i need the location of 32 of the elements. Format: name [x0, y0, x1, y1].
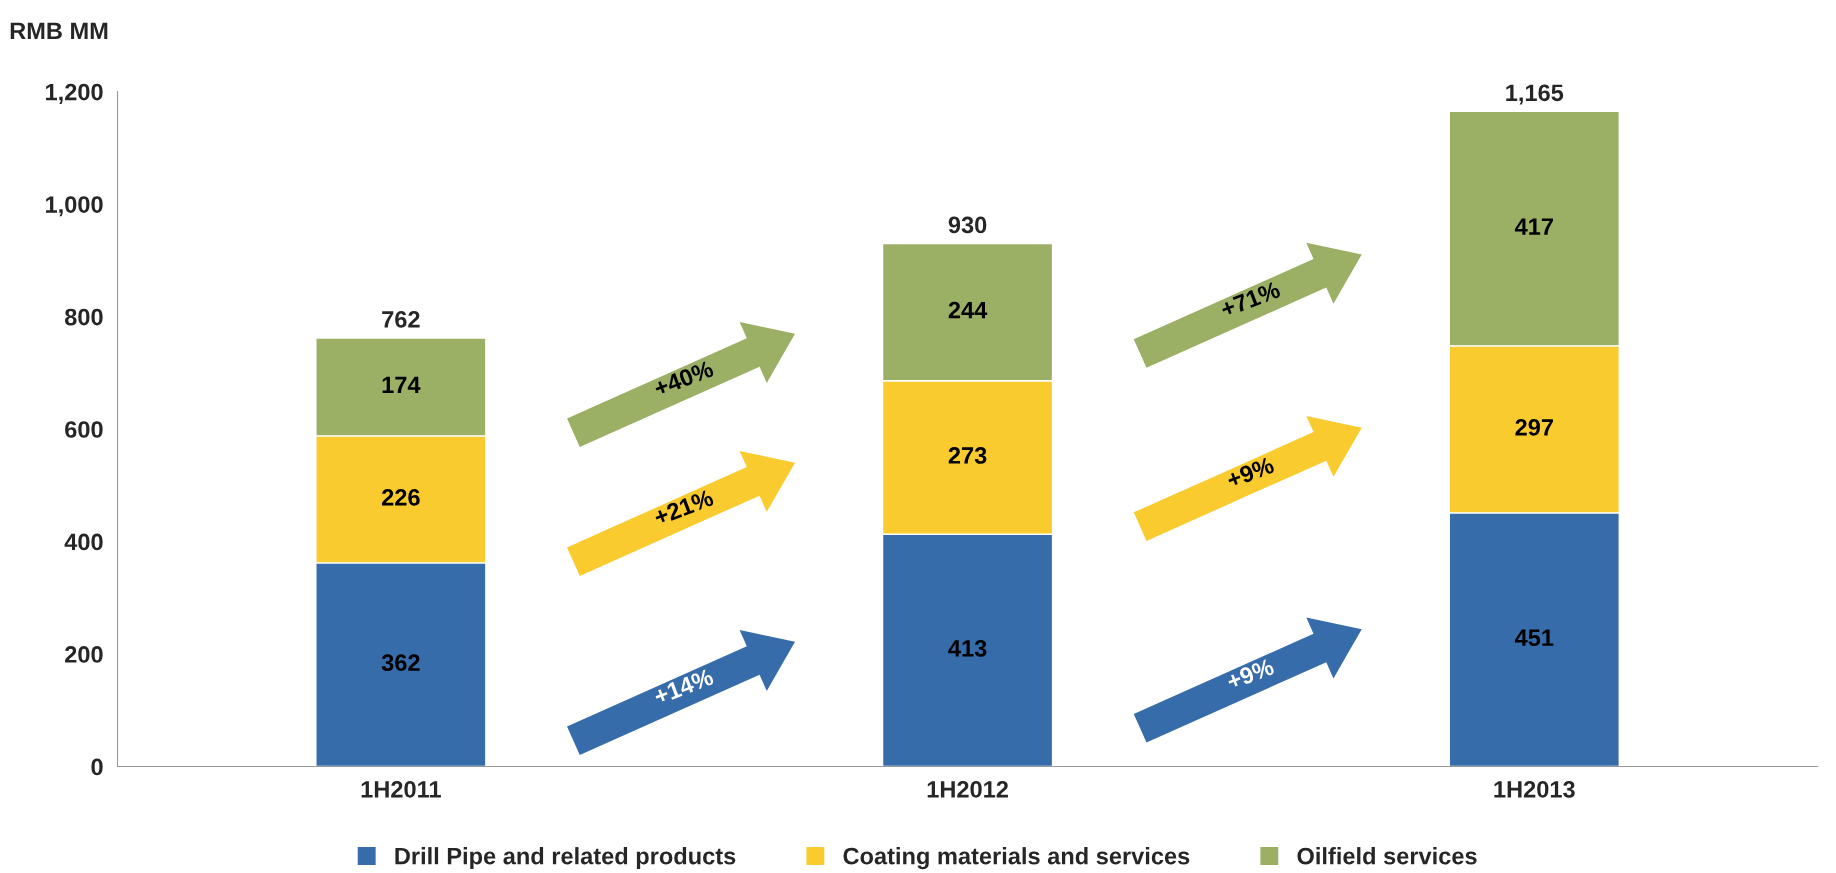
y-tick-label: 1,000 — [46, 196, 103, 217]
y-tick-label: 200 — [65, 646, 103, 663]
total-label: 930 — [948, 216, 987, 234]
data-label: 244 — [948, 301, 988, 319]
data-label: 297 — [1515, 418, 1553, 436]
total-label: 762 — [382, 311, 420, 328]
x-tick-label: 1H2012 — [927, 781, 1008, 798]
legend-label: Drill Pipe and related products — [395, 847, 736, 870]
y-tick-label: 400 — [64, 533, 103, 551]
annotation: +71% — [1219, 280, 1282, 318]
legend-label: Oilfield services — [1297, 847, 1477, 865]
x-tick-label: 1H2011 — [361, 781, 441, 798]
annotation: +9% — [1225, 456, 1275, 489]
y-axis-title: RMB MM — [10, 22, 108, 39]
data-label: 413 — [948, 639, 987, 657]
annotation: +14% — [652, 668, 715, 705]
data-label: 417 — [1514, 218, 1553, 235]
data-label: 226 — [381, 488, 420, 506]
annotation: +21% — [652, 488, 715, 526]
annotation: +9% — [1225, 657, 1275, 691]
x-tick-label: 1H2013 — [1494, 781, 1575, 798]
y-tick-label: 600 — [65, 421, 103, 438]
data-label: 451 — [1514, 629, 1554, 647]
y-tick-label: 1,200 — [46, 83, 103, 104]
annotation: +40% — [652, 360, 715, 397]
total-label: 1,165 — [1506, 84, 1564, 105]
data-label: 174 — [382, 376, 421, 394]
y-tick-label: 0 — [91, 758, 103, 776]
y-tick-label: 800 — [64, 308, 103, 326]
legend-label: Coating materials and services — [843, 847, 1190, 870]
data-label: 273 — [948, 447, 987, 464]
data-label: 362 — [381, 654, 420, 672]
